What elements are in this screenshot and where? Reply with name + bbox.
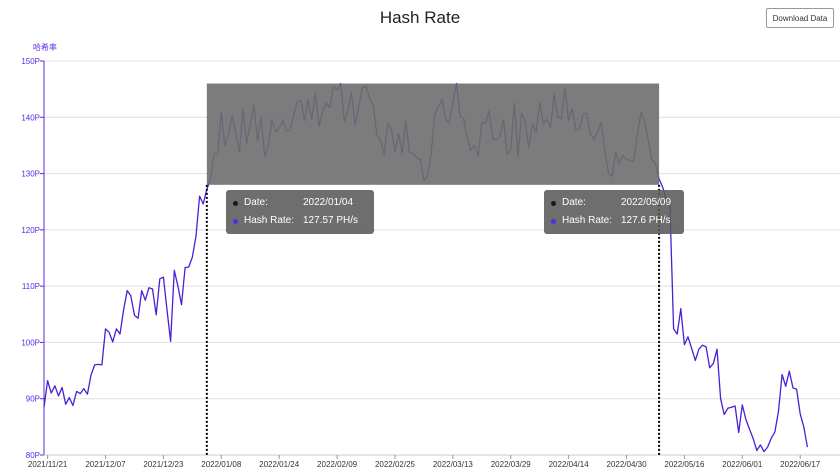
y-tick-label: 130P [21,170,40,179]
x-tick-label: 2022/05/16 [664,460,705,469]
x-tick-label: 2022/03/13 [433,460,474,469]
tooltip-rate-value: 127.6 PH/s [621,215,671,226]
tooltip-rate-key: Hash Rate: [244,215,295,226]
x-tick-label: 2022/03/29 [491,460,532,469]
x-tick-label: 2022/04/14 [549,460,590,469]
tooltip-date-value: 2022/01/04 [303,197,354,208]
y-tick-label: 110P [22,282,40,291]
x-tick-label: 2022/06/17 [780,460,821,469]
y-tick-label: 90P [26,395,40,404]
tooltip-end: Date: 2022/05/09 Hash Rate: 127.6 PH/s [544,190,684,234]
y-tick-label: 80P [26,451,40,460]
date-dot-icon [233,200,238,206]
y-tick-label: 140P [21,113,40,122]
tooltip-date-value: 2022/05/09 [621,197,672,208]
tooltip-date-key: Date: [244,197,268,208]
hash-rate-dot-icon [551,218,556,224]
x-tick-label: 2021/11/21 [28,460,68,469]
x-tick-label: 2022/04/30 [607,460,648,469]
x-tick-label: 2022/01/08 [201,460,242,469]
y-tick-label: 120P [21,226,40,235]
y-tick-label: 100P [21,338,40,347]
y-axis-label: 哈希率 [33,43,57,52]
hash-rate-dot-icon [233,218,238,224]
tooltip-date-key: Date: [562,197,586,208]
tooltip-rate-key: Hash Rate: [562,215,613,226]
x-tick-label: 2021/12/23 [143,460,184,469]
x-tick-label: 2022/01/24 [259,460,300,469]
date-dot-icon [551,200,556,206]
chart-title: Hash Rate [379,8,461,27]
selection-box[interactable] [206,83,660,185]
x-tick-label: 2022/02/09 [317,460,358,469]
x-tick-label: 2021/12/07 [85,460,126,469]
tooltip-rate-value: 127.57 PH/s [303,215,359,226]
x-tick-label: 2022/02/25 [375,460,416,469]
x-tick-label: 2022/06/01 [722,460,763,469]
y-tick-label: 150P [21,57,40,66]
download-data-button[interactable]: Download Data [766,8,834,28]
tooltip-start: Date: 2022/01/04 Hash Rate: 127.57 PH/s [226,190,374,234]
